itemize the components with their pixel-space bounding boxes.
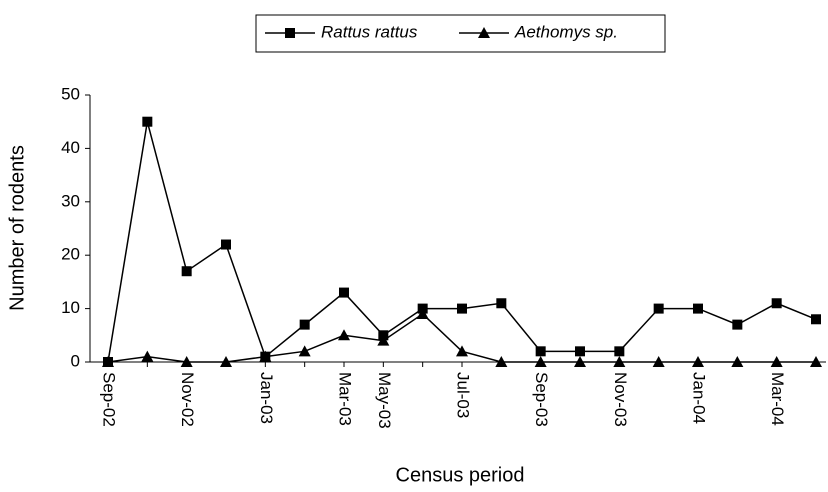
y-tick-label: 30 xyxy=(61,191,80,210)
marker xyxy=(377,334,390,346)
x-tick-label: May-03 xyxy=(375,372,394,429)
marker xyxy=(285,28,295,38)
x-tick-label: Mar-04 xyxy=(768,372,787,426)
y-tick-label: 0 xyxy=(71,351,80,370)
marker xyxy=(338,329,350,341)
y-tick-label: 10 xyxy=(61,298,80,317)
marker xyxy=(220,356,232,367)
y-tick-label: 50 xyxy=(61,84,80,103)
x-tick-label: Nov-03 xyxy=(611,372,630,427)
marker xyxy=(495,356,508,367)
marker xyxy=(141,350,154,362)
legend-label: Rattus rattus xyxy=(321,22,418,41)
series-line xyxy=(107,121,817,363)
marker xyxy=(811,314,821,325)
x-tick-label: Nov-02 xyxy=(178,372,197,427)
marker xyxy=(614,346,625,357)
marker xyxy=(575,346,585,357)
legend-label: Aethomys sp. xyxy=(514,22,618,41)
marker xyxy=(496,298,507,309)
x-tick-label: Sep-02 xyxy=(100,372,119,427)
x-tick-label: Jan-04 xyxy=(690,372,709,424)
x-tick-label: Jul-03 xyxy=(454,372,473,418)
marker xyxy=(416,307,429,319)
marker xyxy=(693,303,703,314)
marker xyxy=(732,319,743,330)
marker xyxy=(535,346,546,357)
marker xyxy=(180,356,193,367)
marker xyxy=(770,356,783,367)
y-tick-label: 20 xyxy=(61,245,80,264)
marker xyxy=(692,356,704,367)
x-tick-label: Sep-03 xyxy=(532,372,551,427)
marker xyxy=(181,266,192,277)
marker xyxy=(771,298,782,309)
marker xyxy=(457,303,467,314)
marker xyxy=(652,356,665,367)
marker xyxy=(731,356,744,367)
marker xyxy=(102,356,114,367)
x-tick-label: Mar-03 xyxy=(336,372,355,426)
marker xyxy=(339,287,349,298)
marker xyxy=(574,356,586,367)
marker xyxy=(810,356,822,367)
marker xyxy=(613,356,626,367)
marker xyxy=(142,116,153,127)
marker xyxy=(653,303,664,314)
y-axis-label: Number of rodents xyxy=(6,145,28,311)
marker xyxy=(478,27,490,38)
marker xyxy=(534,356,547,367)
marker xyxy=(259,350,272,362)
x-axis-label: Census period xyxy=(396,464,525,486)
x-tick-label: Jan-03 xyxy=(257,372,276,424)
y-tick-label: 40 xyxy=(61,138,80,157)
marker xyxy=(221,239,231,250)
marker xyxy=(456,345,468,357)
marker xyxy=(299,319,310,330)
marker xyxy=(298,345,311,357)
